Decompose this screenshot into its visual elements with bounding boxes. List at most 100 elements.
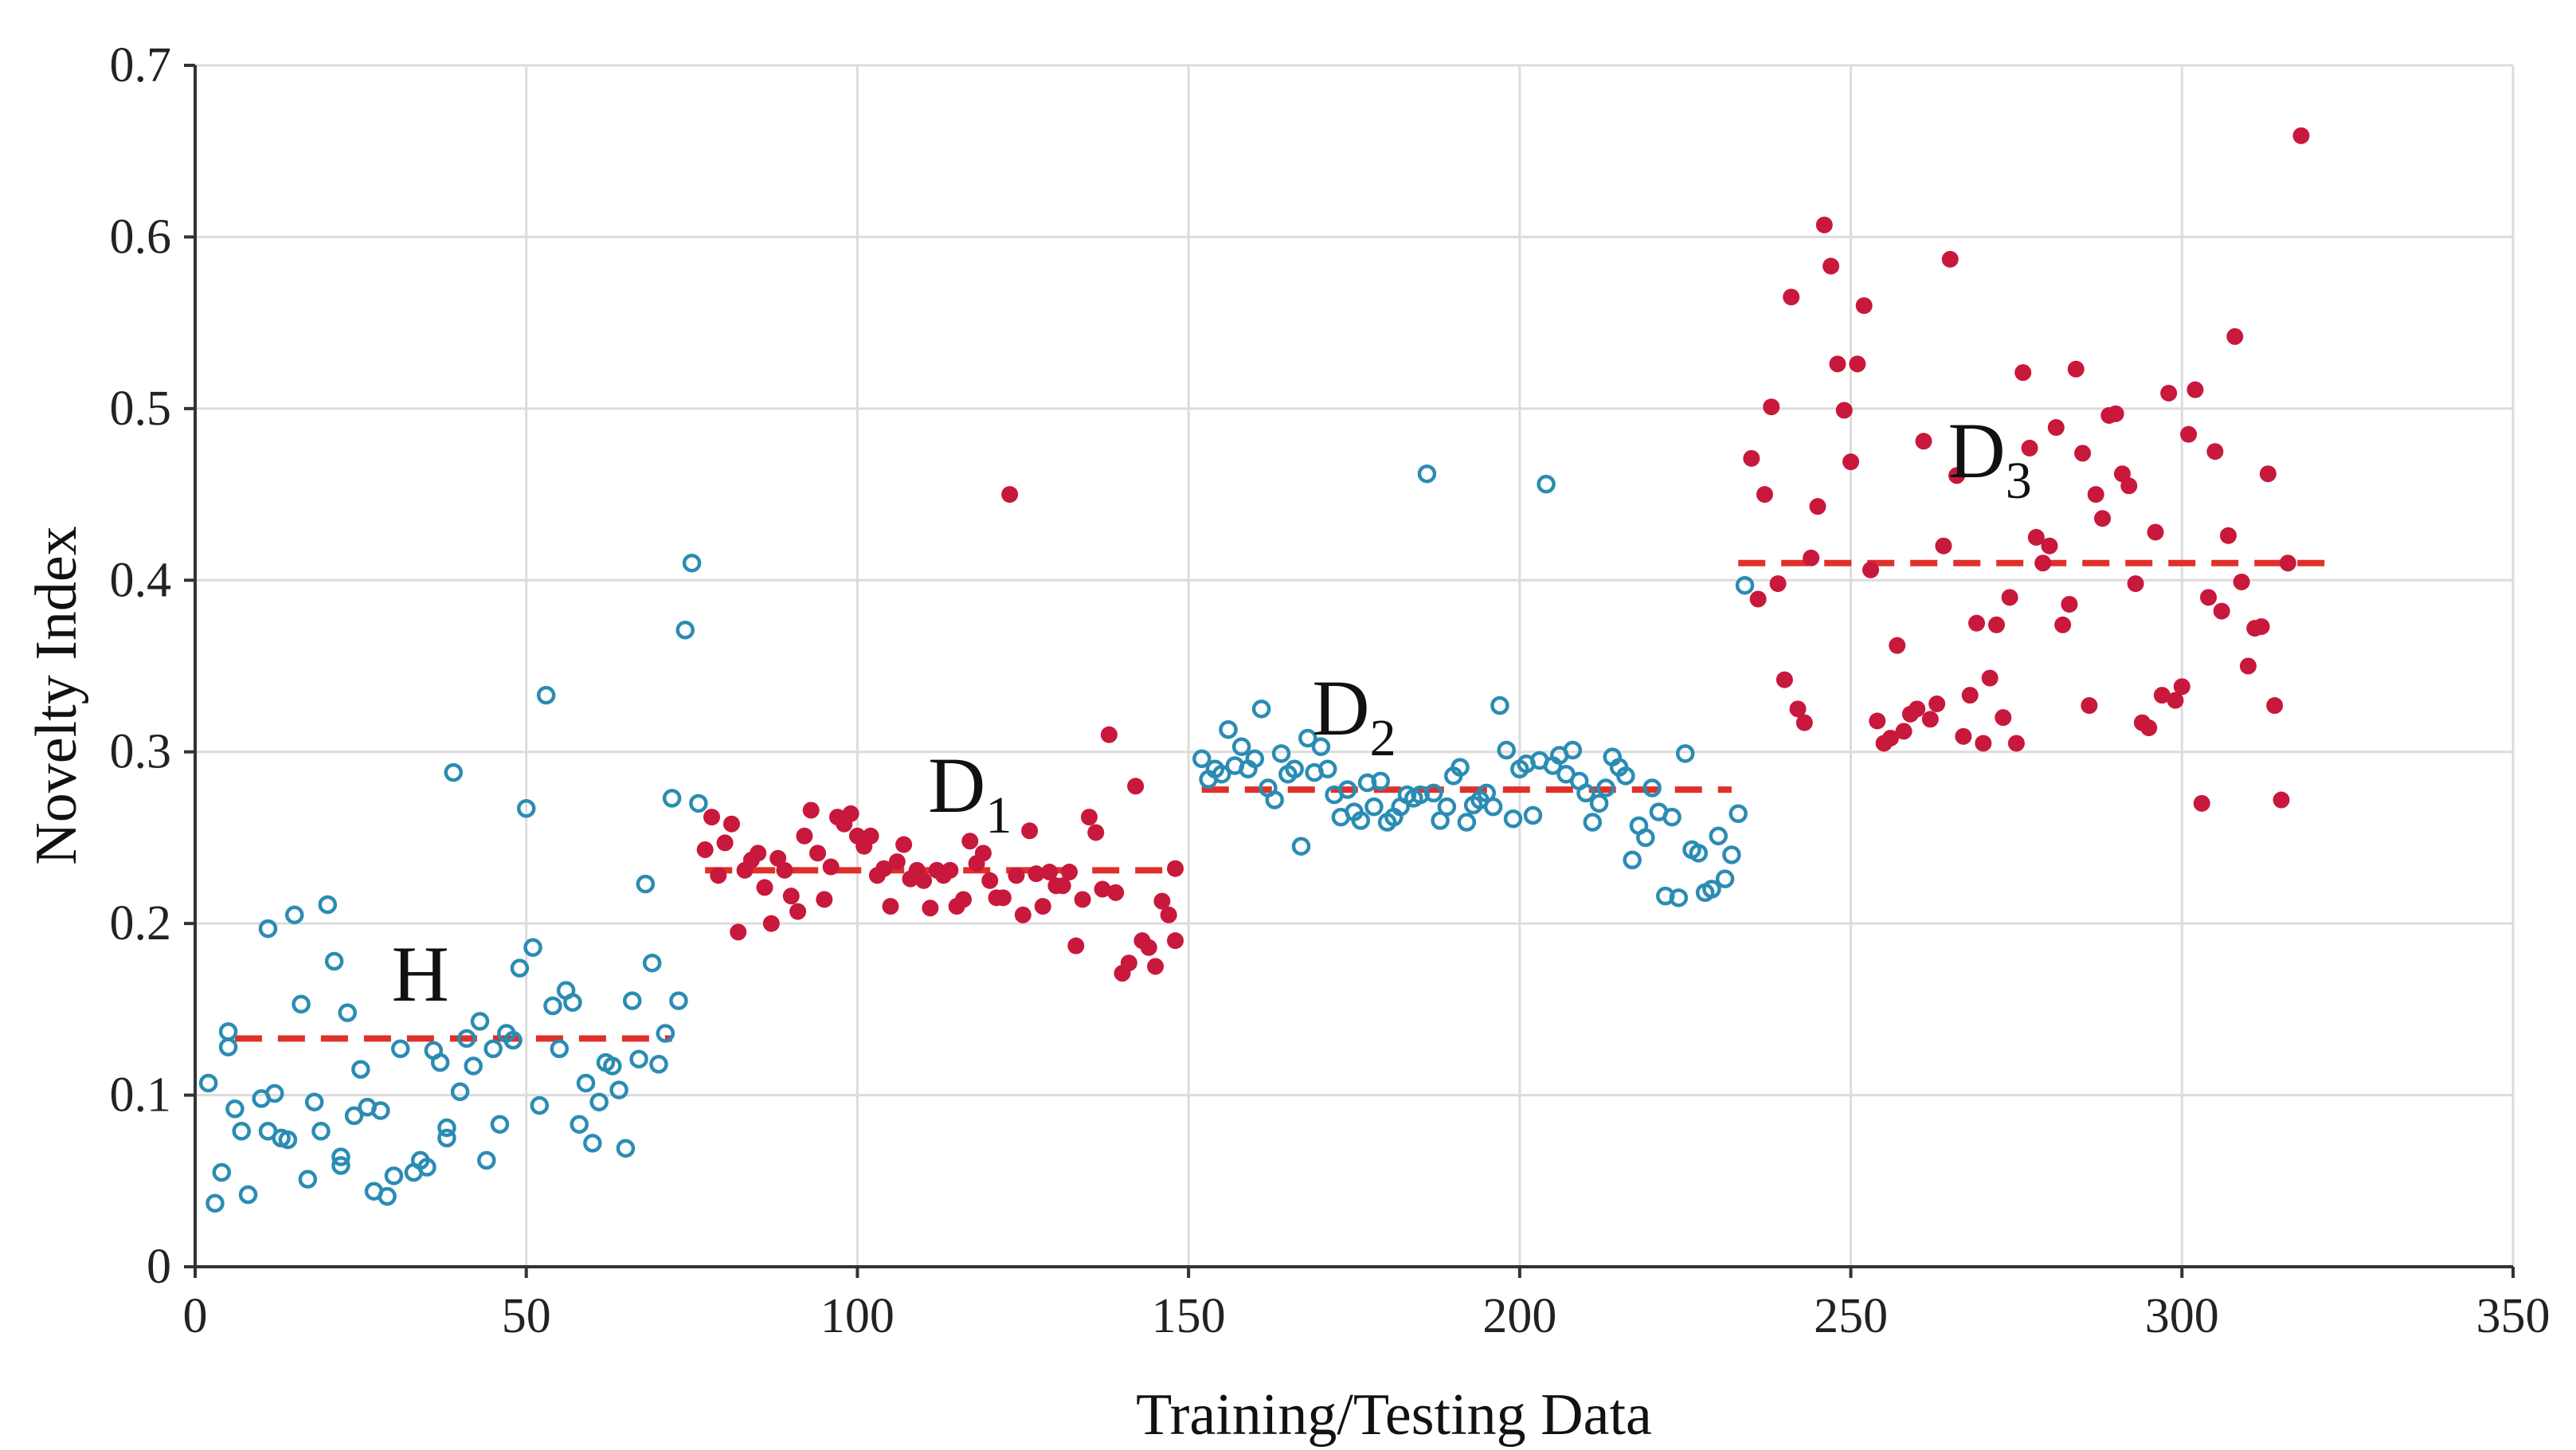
data-point (278, 1130, 298, 1150)
data-point (882, 898, 899, 915)
data-point (662, 789, 682, 808)
data-point (776, 861, 793, 879)
data-point (2160, 384, 2178, 402)
data-point (782, 888, 800, 905)
x-tick-label-50: 50 (502, 1289, 551, 1343)
data-point (1537, 474, 1556, 494)
data-point (730, 923, 747, 941)
data-point (1483, 797, 1503, 817)
data-point (1756, 486, 1773, 504)
group-label-d1: D1 (928, 741, 1012, 845)
data-point (703, 809, 721, 826)
data-point (822, 858, 840, 876)
data-point (1497, 740, 1516, 760)
data-point (1311, 737, 1331, 757)
data-point (1702, 880, 1721, 899)
data-point (1789, 700, 1807, 718)
data-point (1167, 860, 1184, 877)
data-point (1941, 250, 1959, 268)
data-point (1862, 561, 1880, 578)
data-point (710, 867, 727, 884)
data-point (589, 1092, 609, 1111)
data-point (576, 1073, 596, 1093)
data-point (656, 1024, 675, 1043)
data-point (2054, 616, 2072, 633)
data-point (1074, 891, 1091, 908)
data-point (2180, 425, 2198, 443)
data-point (1948, 467, 1966, 484)
data-point (1842, 453, 1860, 471)
data-point (981, 872, 999, 889)
data-point (669, 991, 688, 1010)
data-point (1028, 865, 1045, 883)
data-point (1153, 892, 1171, 910)
data-point (457, 1029, 476, 1048)
data-point (218, 1022, 238, 1041)
data-point (490, 1115, 510, 1134)
data-point (1596, 778, 1615, 798)
data-point (789, 903, 807, 920)
data-point (1775, 671, 1793, 688)
data-point (954, 891, 972, 908)
data-point (1563, 740, 1583, 760)
data-point (1503, 809, 1523, 829)
data-point (1147, 958, 1165, 975)
data-point (1094, 880, 1111, 898)
data-point (2200, 589, 2218, 606)
data-point (649, 1055, 668, 1074)
data-point (550, 1039, 570, 1059)
data-point (1371, 771, 1391, 791)
data-point (318, 895, 338, 915)
data-point (563, 993, 582, 1012)
data-point (1450, 758, 1470, 777)
data-point (2186, 381, 2204, 398)
data-point (2239, 657, 2257, 675)
data-point (1728, 804, 1748, 824)
data-point (1623, 850, 1642, 870)
data-point (2047, 419, 2065, 437)
data-point (1100, 726, 1118, 743)
data-point (430, 1052, 450, 1072)
data-point (1107, 884, 1125, 901)
data-point (298, 1170, 318, 1189)
data-point (1915, 433, 1932, 450)
data-point (2292, 127, 2310, 144)
data-point (1041, 864, 1059, 881)
data-point (1995, 709, 2012, 727)
data-point (809, 845, 827, 862)
data-point (942, 861, 959, 879)
data-point (583, 1134, 602, 1153)
data-point (689, 794, 708, 813)
data-point (238, 1185, 258, 1205)
data-point (1291, 837, 1311, 856)
data-point (1001, 486, 1019, 504)
data-point (1271, 744, 1291, 763)
data-point (1021, 822, 1039, 840)
axes (184, 64, 2515, 1278)
data-point (536, 685, 556, 705)
data-point (2213, 602, 2230, 620)
data-point (331, 1156, 350, 1175)
data-point (696, 841, 714, 859)
data-point (2120, 477, 2138, 495)
data-point (922, 899, 939, 917)
data-point (1869, 712, 1886, 730)
data-point (1743, 449, 1760, 467)
data-point (390, 1039, 410, 1059)
data-point (523, 938, 542, 958)
data-point (206, 1193, 225, 1213)
data-point (284, 905, 304, 925)
data-point (1829, 355, 1846, 373)
data-point (1616, 766, 1635, 786)
group-label-subscript: 3 (2006, 452, 2032, 510)
data-point (915, 872, 933, 889)
data-point (762, 915, 780, 932)
series-d3 (1743, 127, 2310, 812)
x-tick-label-150: 150 (1152, 1289, 1226, 1343)
data-point (2253, 617, 2270, 635)
data-point (1167, 932, 1184, 950)
data-point (437, 1128, 456, 1148)
data-point (1231, 737, 1251, 757)
data-point (1285, 759, 1304, 779)
